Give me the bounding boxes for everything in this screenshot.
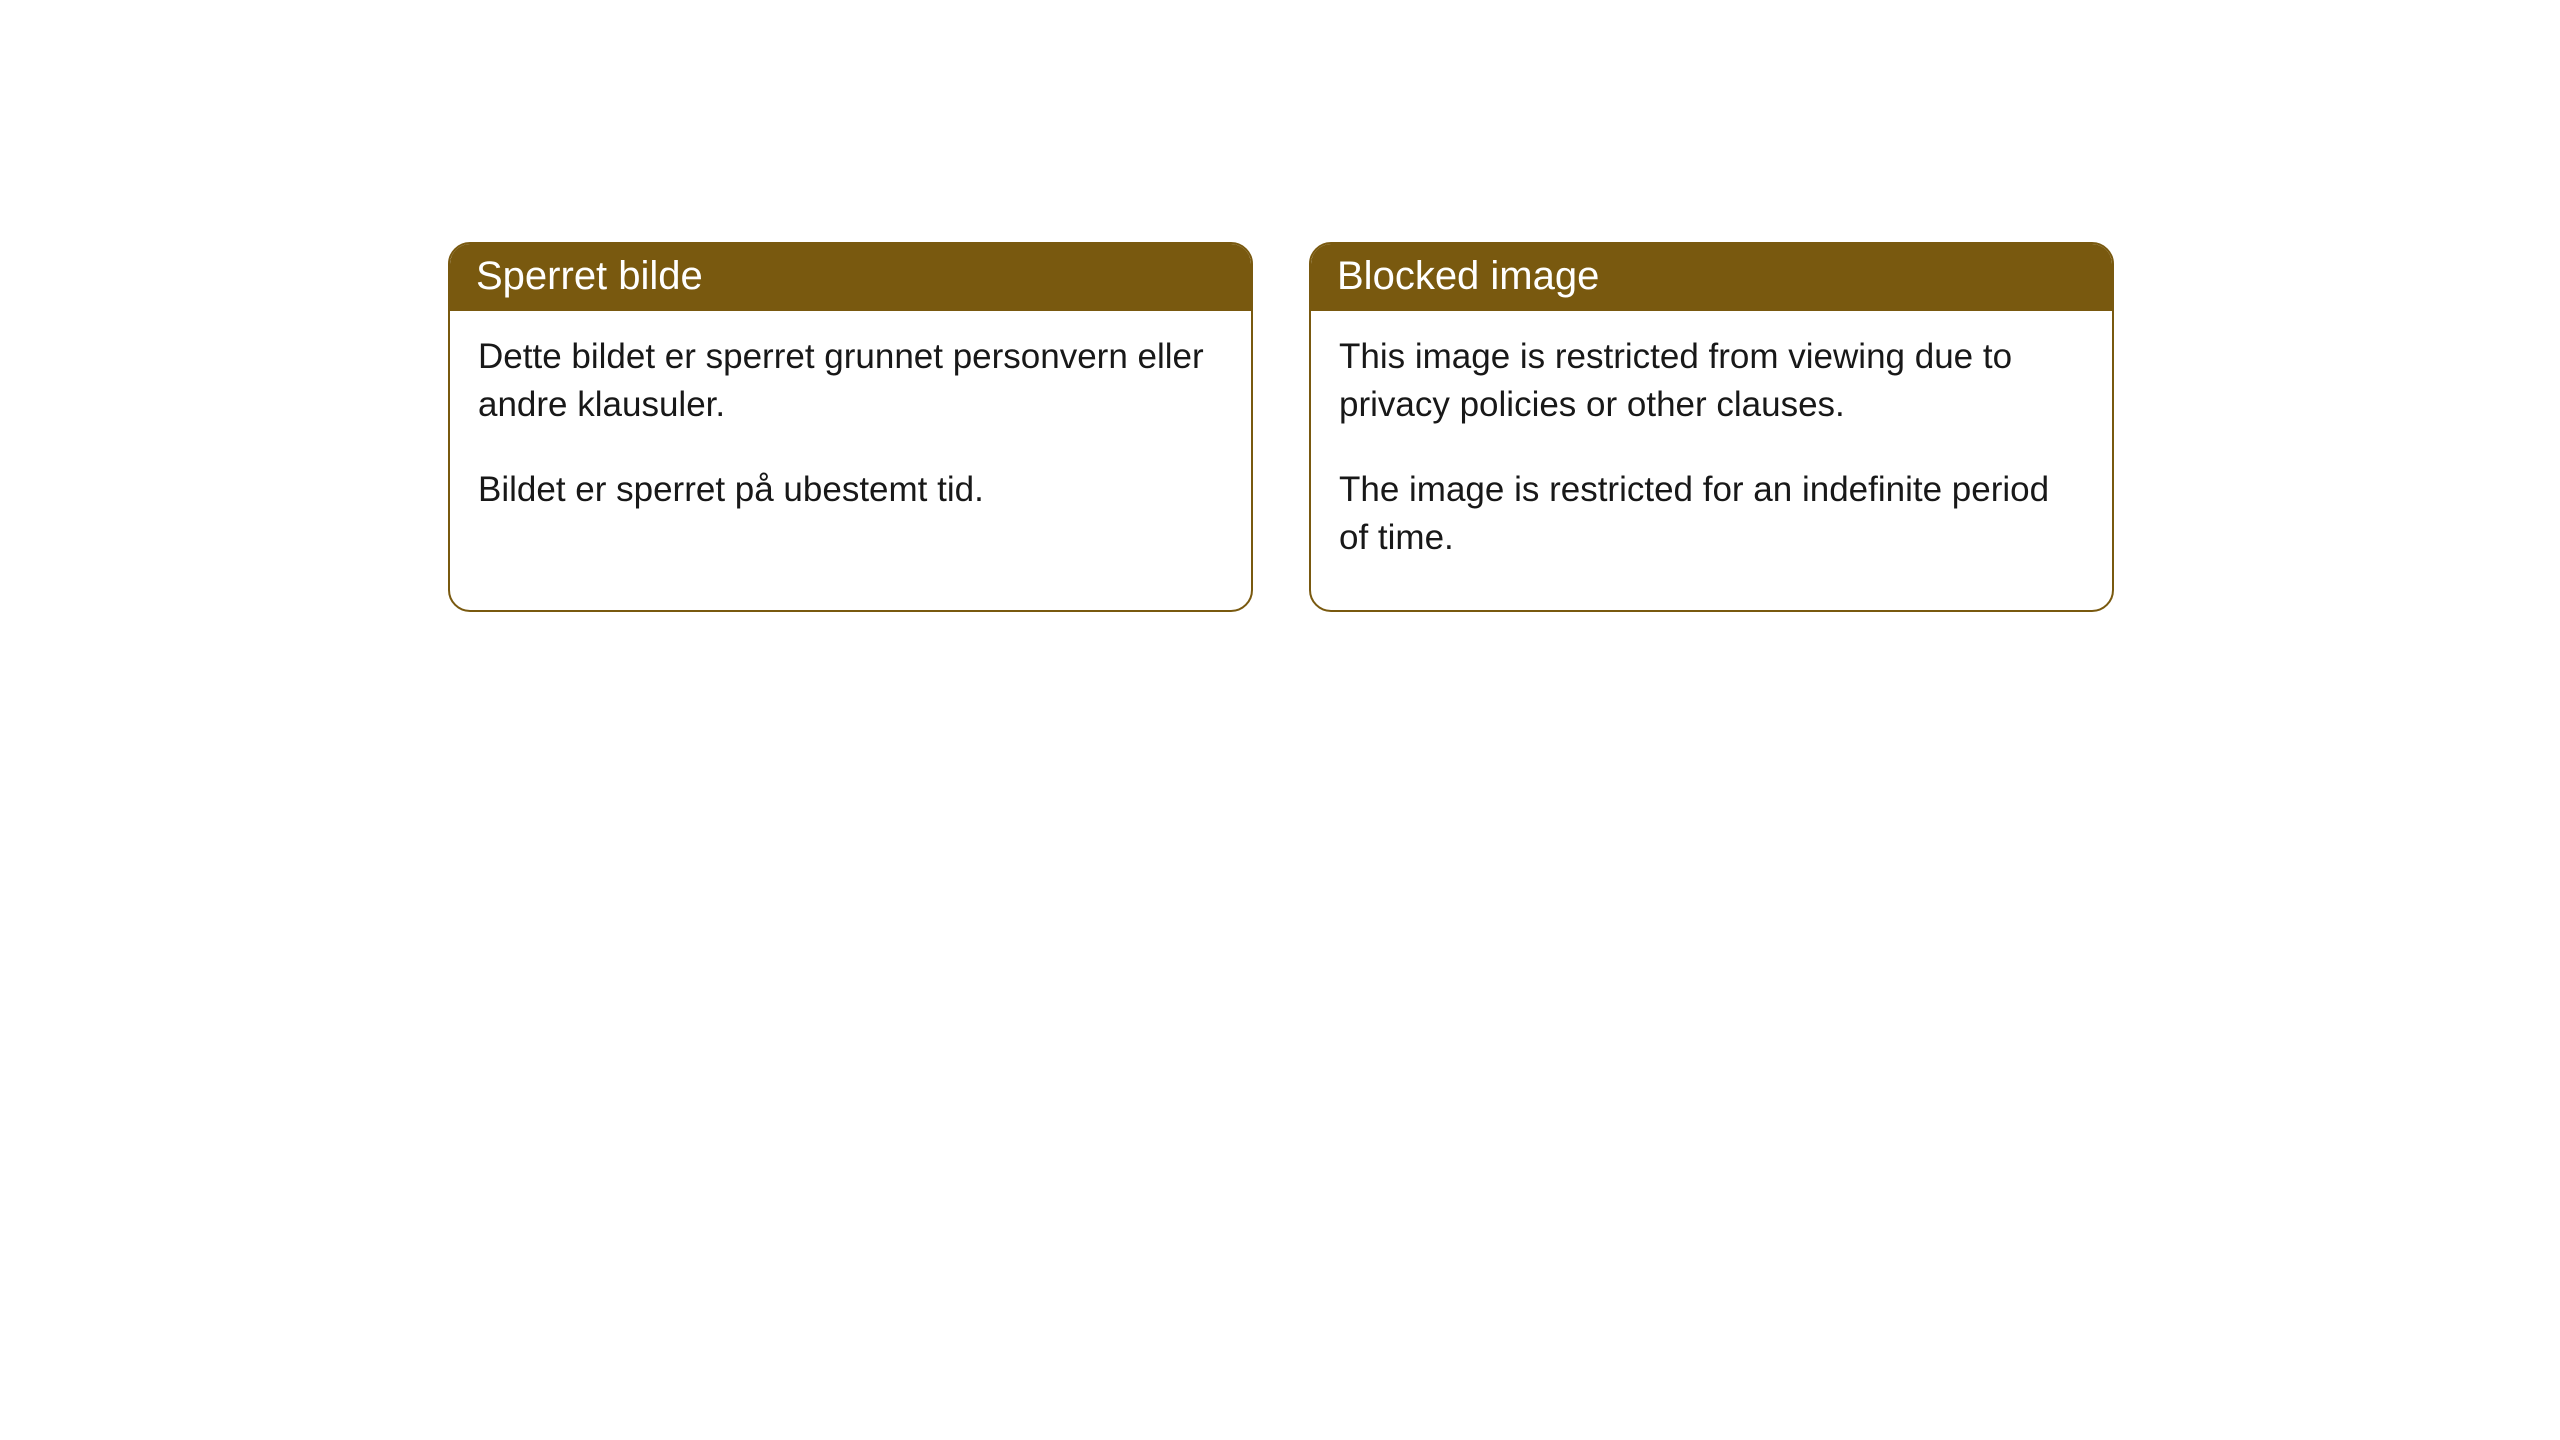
card-body-en: This image is restricted from viewing du…: [1311, 311, 2112, 610]
card-paragraph-no-1: Dette bildet er sperret grunnet personve…: [478, 333, 1223, 430]
card-paragraph-en-2: The image is restricted for an indefinit…: [1339, 466, 2084, 563]
notice-cards-container: Sperret bilde Dette bildet er sperret gr…: [448, 242, 2114, 612]
card-header-en: Blocked image: [1311, 244, 2112, 311]
card-paragraph-no-2: Bildet er sperret på ubestemt tid.: [478, 466, 1223, 514]
card-body-no: Dette bildet er sperret grunnet personve…: [450, 311, 1251, 562]
card-paragraph-en-1: This image is restricted from viewing du…: [1339, 333, 2084, 430]
card-header-no: Sperret bilde: [450, 244, 1251, 311]
blocked-image-card-en: Blocked image This image is restricted f…: [1309, 242, 2114, 612]
blocked-image-card-no: Sperret bilde Dette bildet er sperret gr…: [448, 242, 1253, 612]
